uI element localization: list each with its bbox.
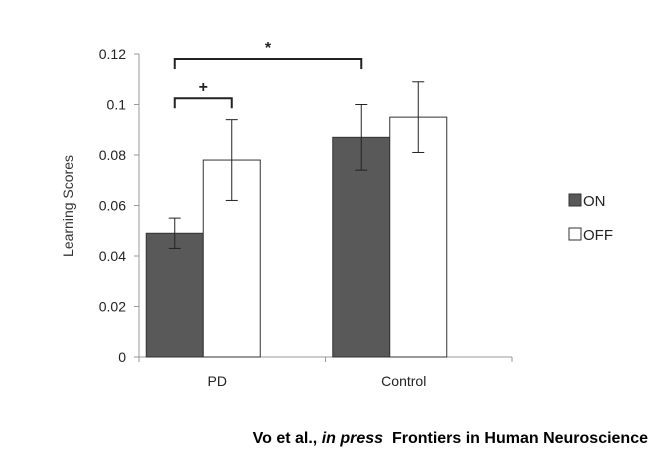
significance-marker: +	[199, 79, 208, 96]
legend-swatch-off	[568, 227, 582, 241]
legend-label-off: OFF	[583, 227, 613, 244]
y-tick-label: 0.08	[99, 147, 126, 163]
significance-bracket	[173, 58, 363, 70]
y-tick-label: 0	[118, 349, 126, 365]
y-tick-label: 0.06	[99, 198, 126, 214]
y-tick-label: 0.12	[99, 46, 126, 62]
bars	[145, 116, 448, 358]
y-tick-label: 0.02	[99, 299, 126, 315]
legend-label-on: ON	[583, 193, 606, 210]
citation-status: in press	[321, 430, 384, 447]
bar-on-control	[332, 136, 391, 358]
y-axis-label: Learning Scores	[60, 155, 76, 257]
significance-bracket	[173, 97, 233, 109]
y-tick-label: 0.04	[99, 248, 126, 264]
significance-marker: *	[265, 40, 272, 57]
x-axis: PD Control	[138, 356, 513, 389]
citation-journal: Frontiers in Human Neuroscience	[391, 430, 648, 447]
x-tick-label: Control	[381, 373, 426, 389]
significance-annotations: *+	[173, 40, 363, 109]
legend-swatch-on	[568, 193, 582, 207]
legend: ON OFF	[568, 193, 613, 244]
y-axis: 0 0.02 0.04 0.06 0.08 0.1 0.12	[99, 46, 140, 365]
error-bars	[168, 81, 425, 249]
bar-off-control	[389, 116, 448, 358]
x-tick-label: PD	[208, 373, 227, 389]
bar-on-pd	[145, 232, 204, 358]
y-tick-label: 0.1	[107, 97, 127, 113]
citation-authors: Vo et al.,	[252, 430, 318, 447]
citation: Vo et al., in press Frontiers in Human N…	[253, 430, 648, 448]
